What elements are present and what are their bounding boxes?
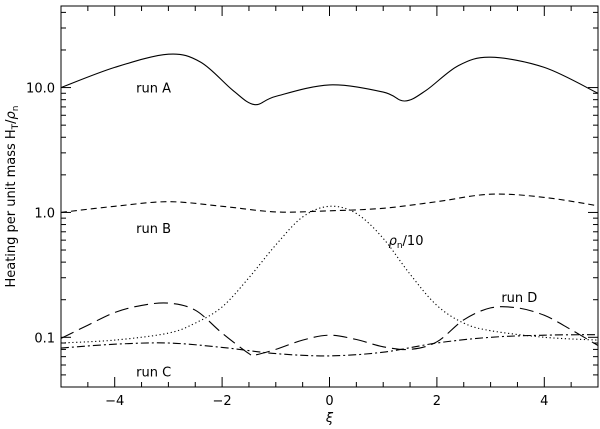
annotation-a: run A [136,82,171,97]
tick-labels-layer: −4 −2 0 2 4 0.1 1.0 10.0 [26,82,548,409]
x-tick-label: 0 [325,394,333,409]
y-axis-label-main: Heating per unit mass H [4,129,19,287]
annotation-b: run B [136,222,171,237]
y-axis-label-slash: / [4,119,19,124]
annotation-c: run C [136,366,171,381]
x-tick-label: 2 [433,394,441,409]
annotation-d: run D [501,291,537,306]
y-tick-label: 1.0 [34,206,55,221]
y-tick-label: 10.0 [26,82,55,97]
annotations-layer: run A run B run C run D ρn/10 [136,82,537,381]
series-b-line [60,193,599,213]
y-axis-label: Heating per unit mass HT/ρn [4,105,21,287]
plot-frame [60,5,599,388]
y-axis-label-sub2: n [11,105,21,111]
x-tick-label: 4 [540,394,548,409]
y-tick-label: 0.1 [34,331,55,346]
ticks-layer [60,6,599,388]
y-axis-label-sub1: T [11,123,21,130]
curves-layer [60,53,599,357]
x-tick-label: −2 [213,394,232,409]
series-a-line [60,53,599,106]
x-tick-label: −4 [105,394,124,409]
annotation-rho: ρn/10 [389,234,424,251]
x-axis-label: ξ [325,411,334,426]
series-c-line [60,334,599,357]
series-d-line [60,302,599,357]
y-axis-label-rho: ρ [4,110,19,119]
